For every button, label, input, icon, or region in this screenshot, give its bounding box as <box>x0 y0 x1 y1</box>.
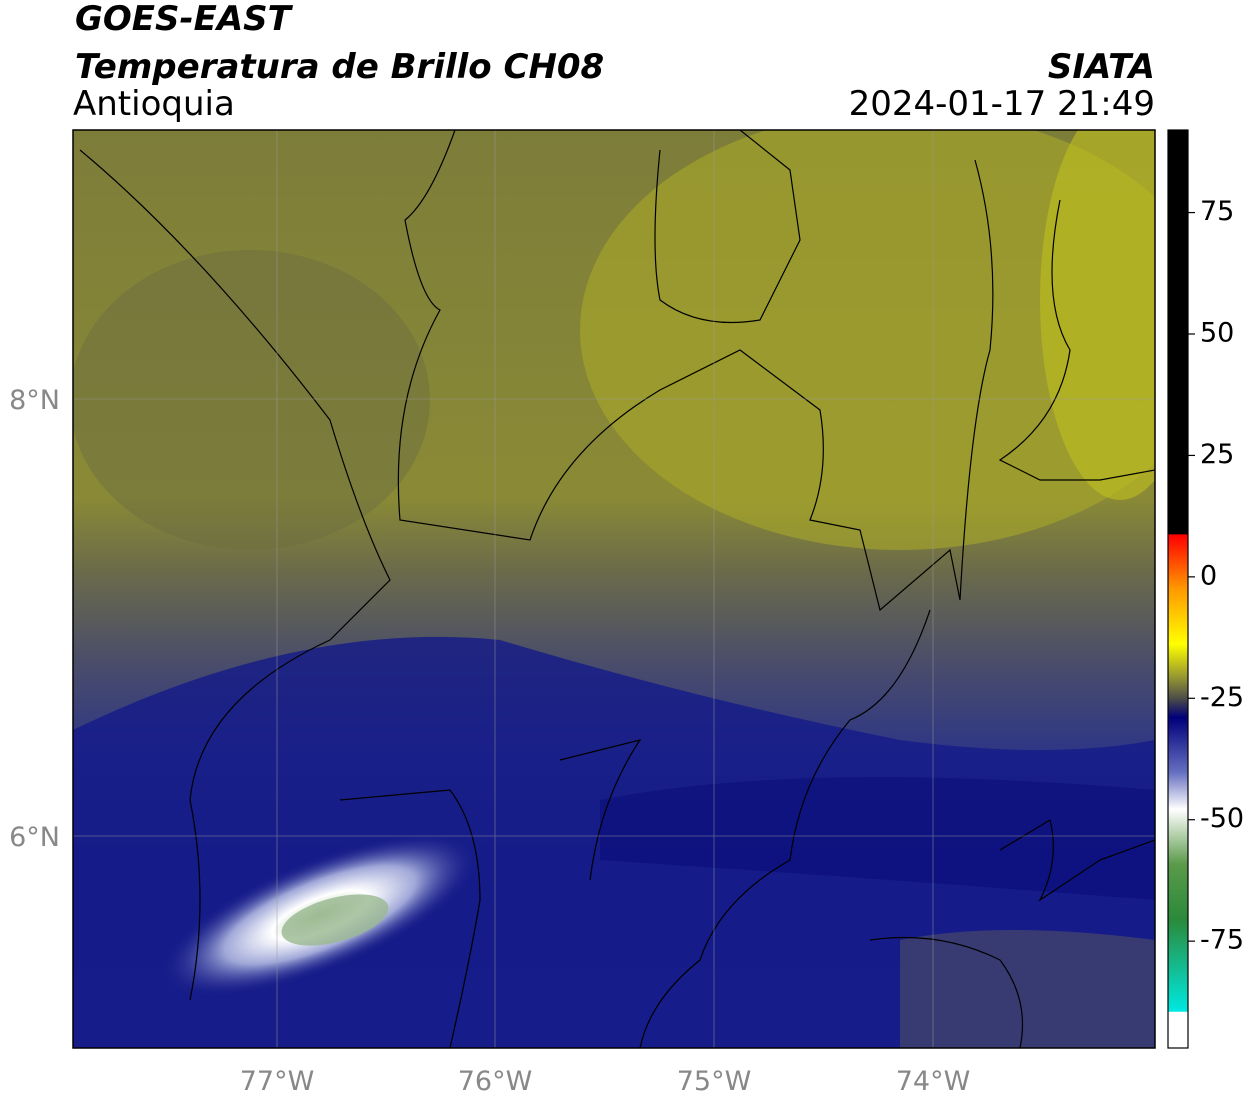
lon-label: 74°W <box>896 1066 971 1097</box>
subtitle: Temperatura de Brillo CH08 <box>75 47 604 87</box>
colorbar-tick-label: -50 <box>1200 803 1244 834</box>
colorbar-tick-label: 25 <box>1200 439 1234 470</box>
colorbar-tick-label: 0 <box>1200 560 1217 591</box>
colorbar-tick-label: -75 <box>1200 925 1244 956</box>
map-frame <box>72 129 1156 1049</box>
lat-label: 6°N <box>9 822 60 853</box>
colorbar-tick-label: 75 <box>1200 196 1234 227</box>
lon-label: 76°W <box>458 1066 533 1097</box>
map-image <box>73 130 1155 1048</box>
colorbar <box>1167 129 1189 1049</box>
datetime: 2024-01-17 21:49 <box>849 84 1155 124</box>
lat-label: 8°N <box>9 385 60 416</box>
lon-label: 75°W <box>677 1066 752 1097</box>
lon-label: 77°W <box>240 1066 315 1097</box>
title: GOES-EAST <box>75 0 294 39</box>
region: Antioquia <box>73 84 235 124</box>
colorbar-tick-label: -25 <box>1200 682 1244 713</box>
colorbar-tick-label: 50 <box>1200 318 1234 349</box>
graticule <box>73 130 1155 1048</box>
source: SIATA <box>1048 47 1155 87</box>
